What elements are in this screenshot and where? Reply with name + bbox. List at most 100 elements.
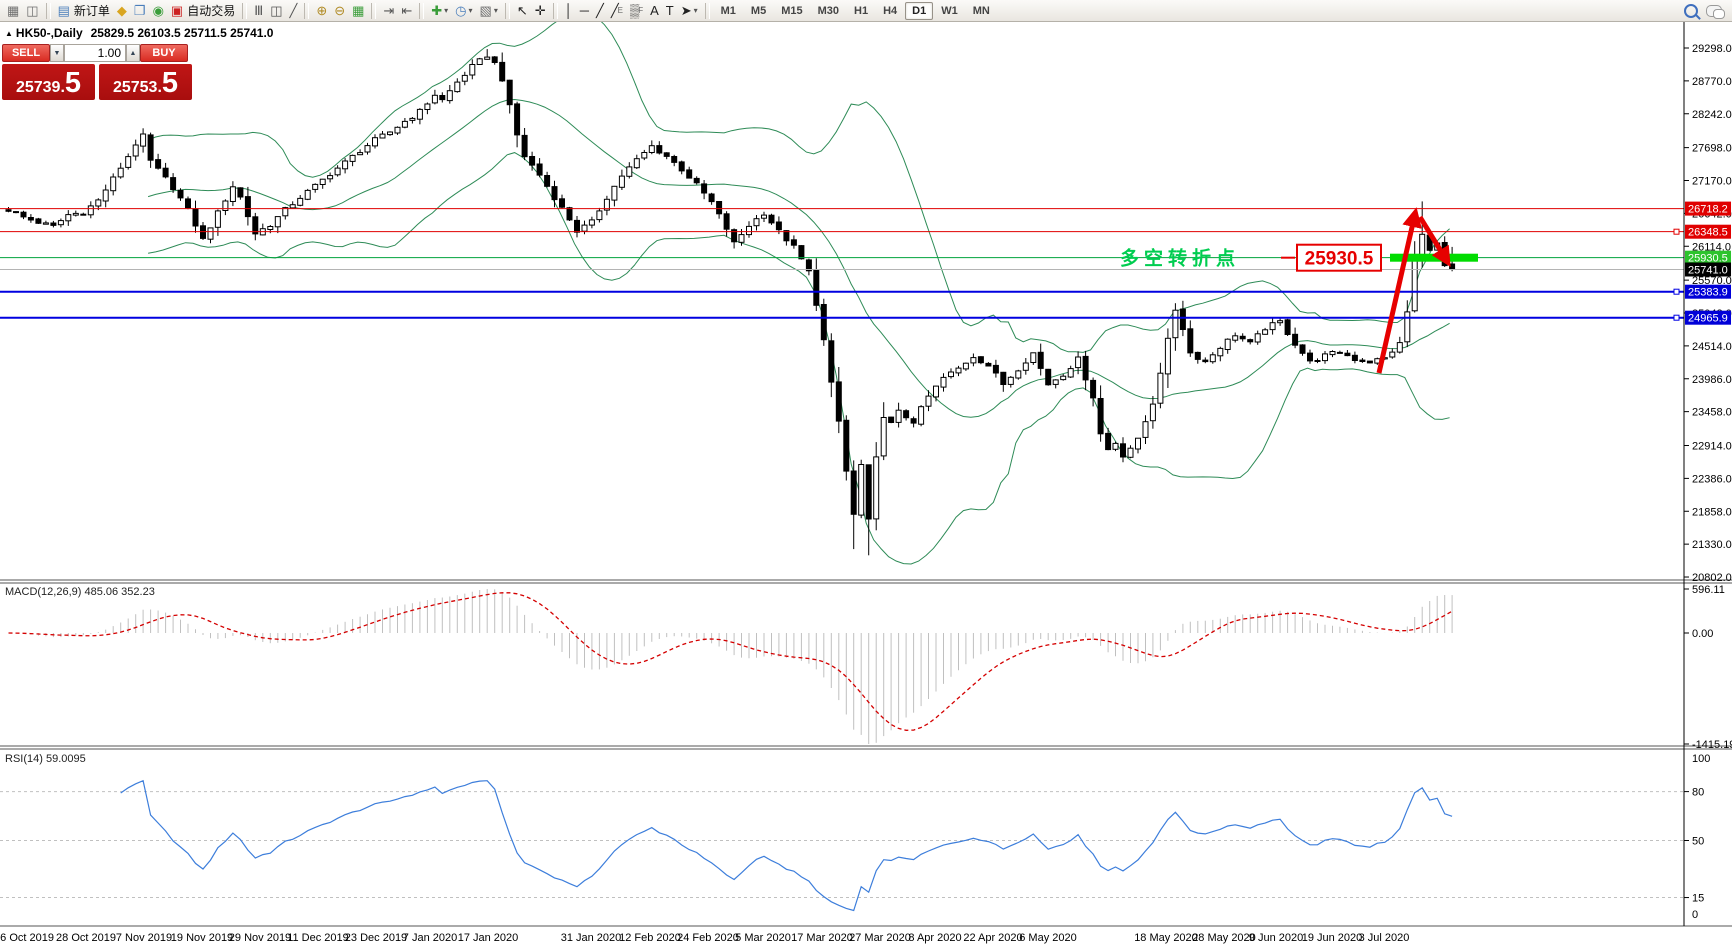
timeframe-m30-button[interactable]: M30 bbox=[817, 4, 840, 17]
periods-icon: ◷ bbox=[455, 2, 467, 18]
crosshair-button[interactable]: ✛ bbox=[532, 2, 549, 20]
timeframe-h1-button[interactable]: H1 bbox=[854, 4, 869, 17]
volume-decrease-button[interactable]: ▼ bbox=[50, 44, 64, 62]
candle-body bbox=[147, 134, 154, 161]
chart-shift-icon: ⇤ bbox=[401, 2, 413, 18]
chart-symbol-period: HK50-,Daily bbox=[15, 26, 83, 40]
search-icon[interactable] bbox=[1684, 3, 1698, 18]
candle-body bbox=[895, 409, 902, 423]
candle-body bbox=[1037, 351, 1044, 369]
toolbar-separator bbox=[304, 2, 310, 19]
cursor-button[interactable]: ↖ bbox=[514, 2, 531, 20]
level-handle[interactable] bbox=[1673, 228, 1680, 235]
chevron-down-icon: ▾ bbox=[493, 5, 498, 15]
timeframe-m5-button[interactable]: M5 bbox=[750, 4, 767, 17]
macd-tick-label: 0.00 bbox=[1692, 628, 1713, 640]
templates-button[interactable]: ▧ ▾ bbox=[477, 2, 501, 20]
turning-point-text[interactable]: 多空转折点 bbox=[1120, 247, 1240, 270]
autotrade-button[interactable]: ▣ 自动交易 bbox=[168, 2, 238, 20]
tile-windows-button[interactable]: ▦ bbox=[349, 2, 367, 20]
top-toolbar: ▦ ◫ ▤ 新订单 ◆ ❐ ◉ ▣ 自动交易 Ⅲ ◫ ╱ ⊕ ⊖ ▦ ⇥ ⇤ ✚ ▾ ◷ ▾ ▧ ▾ ↖ ✛ │ ─ ╱ ╱ E ▒ F A T ➤… bbox=[0, 0, 1732, 22]
volume-input[interactable]: 1.00 bbox=[64, 44, 126, 62]
candle-body bbox=[1299, 344, 1306, 354]
timeframe-h4-button[interactable]: H4 bbox=[883, 4, 898, 17]
chevron-down-icon: ▾ bbox=[693, 5, 698, 15]
candle-body bbox=[192, 208, 199, 227]
arrows-button[interactable]: ➤ ▾ bbox=[678, 2, 701, 20]
up-trend-arrow[interactable] bbox=[1376, 207, 1422, 374]
news-button[interactable]: ◉ bbox=[150, 2, 167, 20]
gold-button[interactable]: ◆ bbox=[114, 2, 130, 20]
candle-body bbox=[1366, 360, 1373, 364]
label-button[interactable]: T bbox=[663, 2, 677, 20]
candle-body bbox=[506, 79, 513, 106]
profiles-button[interactable]: ◫ bbox=[23, 2, 41, 20]
candle-body bbox=[633, 158, 640, 169]
level-handle[interactable] bbox=[1673, 288, 1680, 295]
pane-separators[interactable] bbox=[0, 579, 1732, 927]
date-tick-label: 7 Jan 2020 bbox=[403, 932, 457, 944]
candle-body bbox=[297, 197, 304, 206]
candle-chart-button[interactable]: ◫ bbox=[267, 2, 285, 20]
date-tick-label: 31 Jan 2020 bbox=[561, 932, 622, 944]
text-button[interactable]: A bbox=[647, 2, 662, 20]
vertical-line-button[interactable]: │ bbox=[562, 2, 576, 20]
new-order-button[interactable]: ▤ 新订单 bbox=[55, 2, 113, 20]
buy-button[interactable]: BUY bbox=[140, 44, 188, 62]
date-tick-label: 3 Jul 2020 bbox=[1359, 932, 1410, 944]
chart-shift-button[interactable]: ⇤ bbox=[398, 2, 415, 20]
timeframe-mn-button[interactable]: MN bbox=[972, 4, 990, 17]
candle-body bbox=[162, 167, 169, 178]
collapse-icon[interactable]: ▲ bbox=[5, 29, 13, 38]
horizontal-line-button[interactable]: ─ bbox=[577, 2, 592, 20]
auto-scroll-button[interactable]: ⇥ bbox=[380, 2, 397, 20]
timeframe-d1-button[interactable]: D1 bbox=[905, 1, 934, 20]
timeframe-m1-button[interactable]: M1 bbox=[720, 4, 736, 17]
candle-body bbox=[461, 74, 468, 82]
periods-button[interactable]: ◷ ▾ bbox=[452, 2, 475, 20]
rsi-tick-label: 100 bbox=[1692, 753, 1710, 765]
payments-button[interactable]: ❐ bbox=[131, 2, 149, 20]
candle-body bbox=[446, 90, 453, 102]
candle-body bbox=[1090, 379, 1097, 399]
trendline-button[interactable]: ╱ bbox=[593, 2, 607, 20]
date-tick-label: 7 Nov 2019 bbox=[116, 932, 172, 944]
candle-body bbox=[342, 160, 349, 170]
down-trend-arrow[interactable] bbox=[1417, 215, 1451, 267]
candle-body bbox=[394, 126, 401, 134]
chat-icon[interactable] bbox=[1706, 4, 1725, 19]
channel-button[interactable]: ╱ E bbox=[608, 2, 626, 20]
indicators-button[interactable]: ✚ ▾ bbox=[428, 2, 451, 20]
timeframe-m15-button[interactable]: M15 bbox=[781, 4, 803, 17]
candle-body bbox=[57, 220, 64, 226]
timeframe-w1-button[interactable]: W1 bbox=[941, 4, 958, 17]
candle-body bbox=[80, 213, 87, 216]
candle-body bbox=[499, 61, 506, 82]
date-tick-label: 16 Oct 2019 bbox=[0, 932, 54, 944]
zoom-in-icon: ⊕ bbox=[316, 2, 328, 18]
date-tick-label: 9 Jun 2020 bbox=[1249, 932, 1303, 944]
volume-increase-button[interactable]: ▲ bbox=[126, 44, 140, 62]
candle-body bbox=[1336, 351, 1343, 354]
level-handle[interactable] bbox=[1673, 314, 1680, 321]
new-chart-button[interactable]: ▦ bbox=[4, 2, 22, 20]
price-tick-label: 23986.0 bbox=[1692, 374, 1732, 386]
candle-body bbox=[813, 269, 820, 306]
candle-body bbox=[1149, 403, 1156, 422]
zoom-out-button[interactable]: ⊖ bbox=[331, 2, 348, 20]
candle-body bbox=[858, 464, 865, 516]
buy-price-display[interactable]: 25753. 5 bbox=[99, 64, 192, 100]
sell-price-display[interactable]: 25739. 5 bbox=[2, 64, 95, 100]
candle-body bbox=[835, 381, 842, 422]
axis-price-tag bbox=[1685, 284, 1731, 299]
sell-price-int: 25739 bbox=[15, 79, 61, 96]
candle-body bbox=[1127, 447, 1134, 458]
toolbar-separator bbox=[552, 2, 558, 19]
line-chart-button[interactable]: ╱ bbox=[286, 2, 300, 20]
sell-button[interactable]: SELL bbox=[2, 44, 50, 62]
candle-body bbox=[439, 95, 446, 101]
fibonacci-button[interactable]: ▒ F bbox=[627, 2, 646, 20]
price-tag-box[interactable] bbox=[1296, 243, 1382, 272]
bar-chart-button[interactable]: Ⅲ bbox=[251, 2, 266, 20]
zoom-in-button[interactable]: ⊕ bbox=[313, 2, 330, 20]
